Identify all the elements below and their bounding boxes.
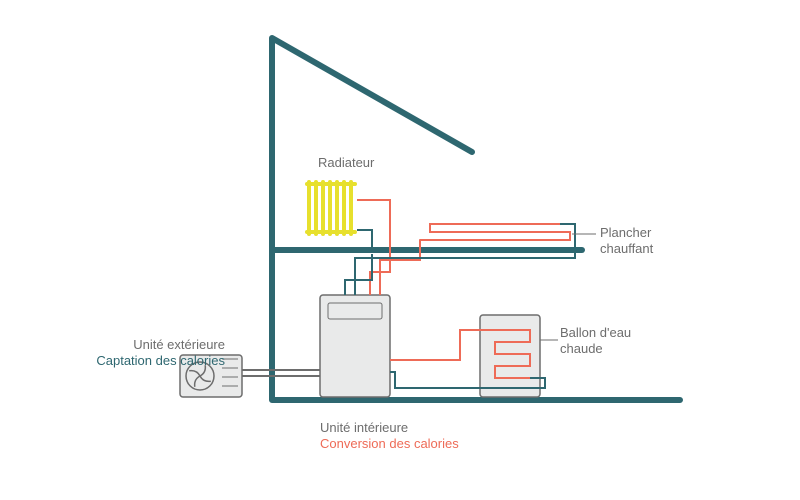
indoor-label-line2: Conversion des calories <box>320 436 459 452</box>
radiator-label: Radiateur <box>318 155 374 171</box>
floor-heating-label-line2: chauffant <box>600 241 653 257</box>
outdoor-label-line2: Captation des calories <box>85 353 225 369</box>
hot-water-label-line2: chaude <box>560 341 631 357</box>
outdoor-label-line1: Unité extérieure <box>85 337 225 353</box>
indoor-label-line1: Unité intérieure <box>320 420 459 436</box>
radiator-label-text: Radiateur <box>318 155 374 170</box>
hot-water-label-line1: Ballon d'eau <box>560 325 631 341</box>
indoor-unit-label: Unité intérieure Conversion des calories <box>320 420 459 453</box>
hot-water-tank-label: Ballon d'eau chaude <box>560 325 631 358</box>
floor-heating-label-line1: Plancher <box>600 225 653 241</box>
outdoor-unit-label: Unité extérieure Captation des calories <box>85 337 225 370</box>
floor-heating-label: Plancher chauffant <box>600 225 653 258</box>
